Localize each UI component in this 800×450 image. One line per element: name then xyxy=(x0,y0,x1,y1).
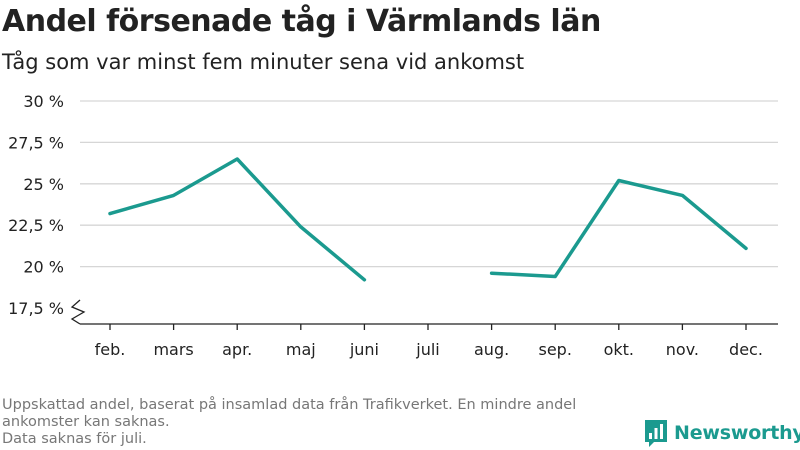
series-line xyxy=(489,178,748,279)
x-tick-label: nov. xyxy=(666,340,699,359)
axis-break-marker xyxy=(70,299,86,325)
y-tick-label: 22,5 % xyxy=(8,216,64,235)
logo-text: Newsworthy xyxy=(674,422,800,444)
footnote-line-3: Data saknas för juli. xyxy=(2,431,147,447)
footnote-line-1: Uppskattad andel, baserat på insamlad da… xyxy=(2,397,577,413)
x-tick-label: sep. xyxy=(538,340,571,359)
y-axis: 17,5 % 20 % 22,5 % 25 % 27,5 % 30 % xyxy=(8,92,64,318)
x-tick-label: dec. xyxy=(729,340,763,359)
x-tick-label: apr. xyxy=(222,340,252,359)
x-tick-label: okt. xyxy=(604,340,634,359)
chart-title: Andel försenade tåg i Värmlands län xyxy=(2,4,601,39)
line-chart: 17,5 % 20 % 22,5 % 25 % 27,5 % 30 % feb. mars a… xyxy=(8,92,778,359)
series-line xyxy=(108,157,367,282)
x-tick-label: juli xyxy=(415,340,439,359)
y-tick-label: 20 % xyxy=(23,258,64,277)
footnote-line-2: ankomster kan saknas. xyxy=(2,414,170,430)
y-tick-label: 17,5 % xyxy=(8,299,64,318)
x-tick-label: juni xyxy=(349,340,379,359)
footnote: Uppskattad andel, baserat på insamlad da… xyxy=(2,397,632,448)
x-tick-label: feb. xyxy=(95,340,126,359)
newsworthy-logo: Newsworthy xyxy=(644,419,800,447)
y-tick-label: 30 % xyxy=(23,92,64,111)
x-axis: feb. mars apr. maj juni juli aug. sep. okt. nov. d… xyxy=(70,299,778,359)
series-lines xyxy=(108,157,748,282)
chart-subtitle: Tåg som var minst fem minuter sena vid a… xyxy=(2,50,525,74)
gridlines xyxy=(80,100,778,268)
y-tick-label: 25 % xyxy=(23,175,64,194)
x-tick-label: aug. xyxy=(474,340,509,359)
y-tick-label: 27,5 % xyxy=(8,133,64,152)
bar-chart-bubble-icon xyxy=(645,420,667,447)
x-tick-label: maj xyxy=(286,340,316,359)
x-tick-label: mars xyxy=(153,340,193,359)
